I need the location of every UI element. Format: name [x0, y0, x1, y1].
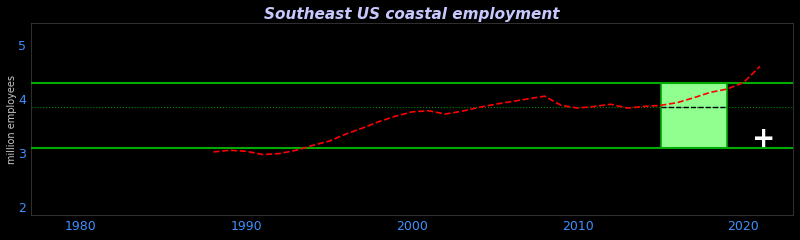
Bar — [661, 83, 727, 148]
Text: +: + — [752, 125, 776, 153]
Title: Southeast US coastal employment: Southeast US coastal employment — [264, 7, 560, 22]
Y-axis label: million employees: million employees — [7, 75, 17, 164]
